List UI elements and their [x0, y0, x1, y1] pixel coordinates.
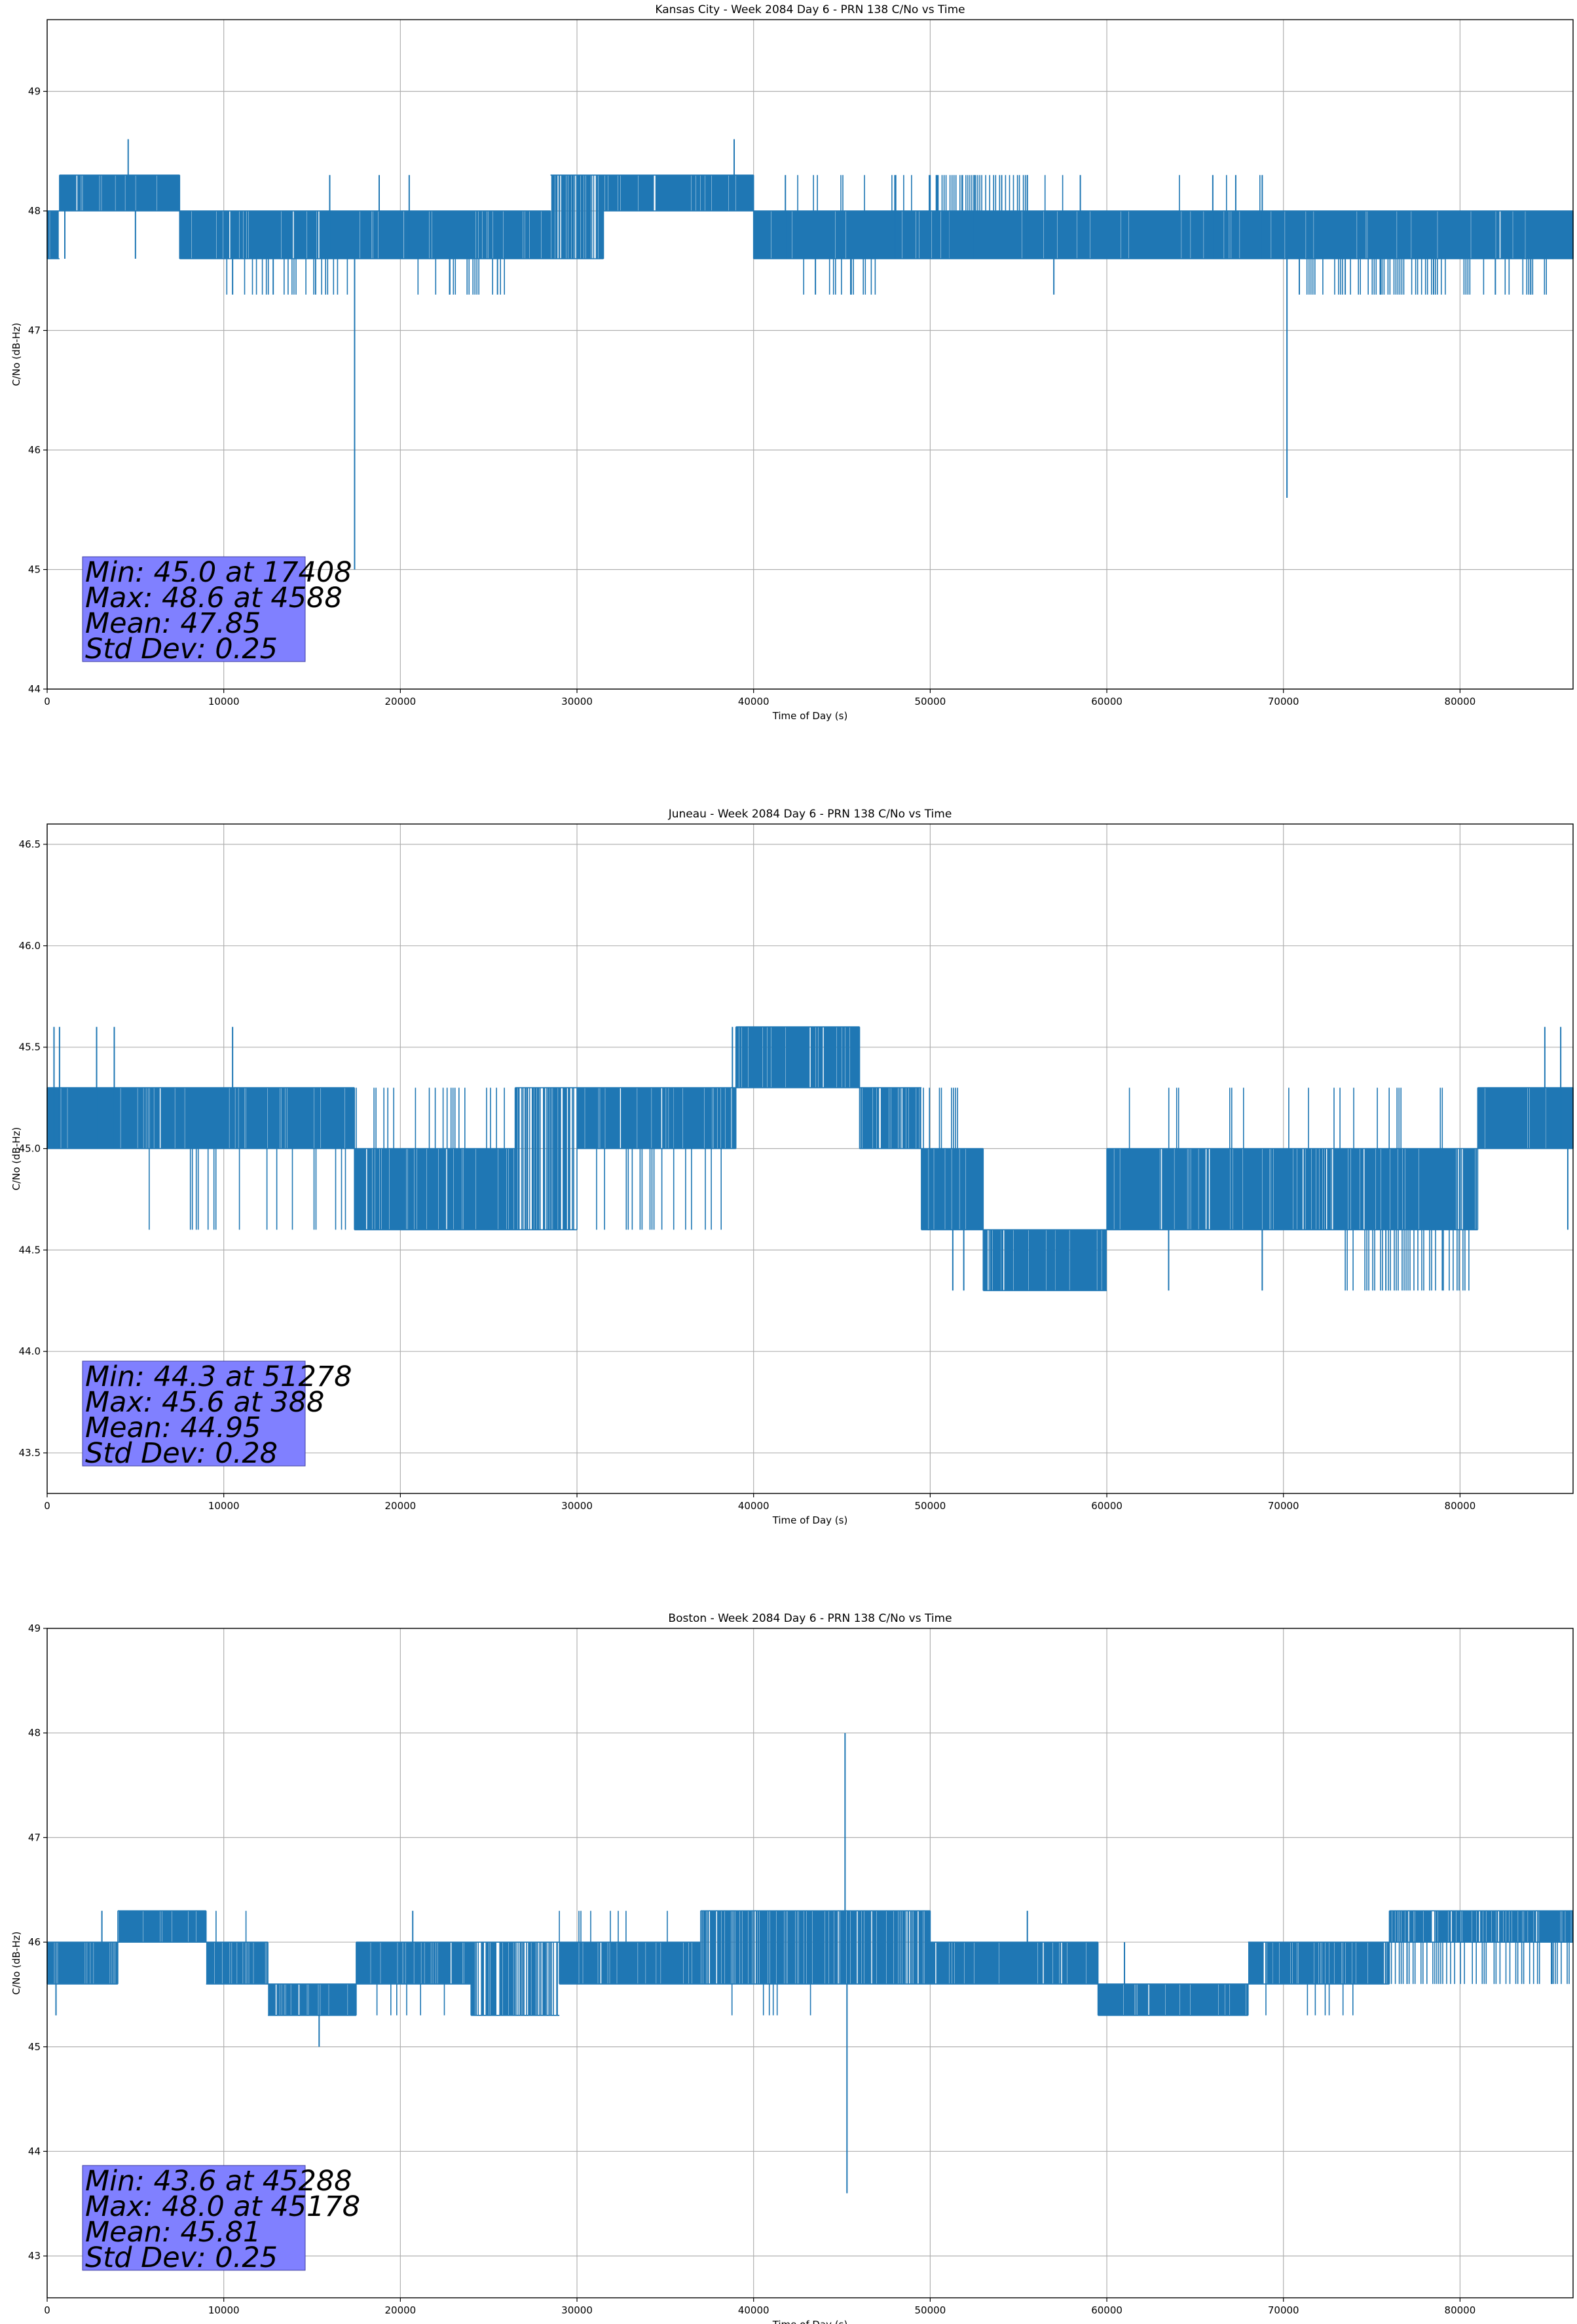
series-line: [46, 1026, 1574, 1292]
stats-box: [82, 2165, 306, 2271]
x-tick-label: 40000: [738, 1500, 770, 1512]
x-tick-label: 20000: [384, 2304, 416, 2316]
x-axis-label: Time of Day (s): [772, 710, 848, 722]
y-tick-label: 45: [28, 564, 41, 576]
x-axis-label: Time of Day (s): [772, 1514, 848, 1526]
x-tick-label: 20000: [384, 1500, 416, 1512]
y-tick-label: 46: [28, 1936, 41, 1948]
axes-frame: [46, 19, 1574, 690]
y-tick-label: 48: [28, 205, 41, 217]
chart-1: 0 10000 20000 30000 40000 50000 60000 70000 8000…: [10, 808, 1574, 1526]
y-axis-label: C/No (dB-Hz): [10, 1127, 22, 1191]
stats-line: Min: 43.6 at 45288: [85, 2165, 352, 2198]
y-tick-label: 45.0: [19, 1143, 41, 1155]
stats-line: Mean: 44.95: [85, 1412, 261, 1444]
x-tick-label: 60000: [1091, 2304, 1122, 2316]
stats-line: Min: 45.0 at 17408: [85, 556, 352, 589]
stats-line: Std Dev: 0.25: [85, 633, 278, 665]
stats-line: Mean: 45.81: [85, 2216, 261, 2249]
chart-2: 0 10000 20000 30000 40000 50000 60000 70000 8000…: [10, 1612, 1574, 2324]
x-tick-label: 50000: [915, 696, 946, 707]
stats-line: Max: 48.6 at 4588: [85, 582, 343, 614]
x-tick-label: 80000: [1445, 696, 1476, 707]
chart-title: Boston - Week 2084 Day 6 - PRN 138 C/No …: [668, 1612, 952, 1625]
y-tick-label: 47: [28, 1831, 41, 1843]
x-tick-label: 80000: [1445, 1500, 1476, 1512]
x-tick-label: 50000: [915, 1500, 946, 1512]
x-tick-label: 30000: [561, 696, 593, 707]
x-tick-label: 40000: [738, 2304, 770, 2316]
y-axis-label: C/No (dB-Hz): [10, 323, 22, 386]
y-tick-label: 47: [28, 325, 41, 337]
stats-line: Min: 44.3 at 51278: [85, 1360, 352, 1393]
x-tick-label: 60000: [1091, 696, 1122, 707]
y-tick-label: 46.5: [19, 838, 41, 850]
x-tick-label: 20000: [384, 696, 416, 707]
stats-line: Std Dev: 0.25: [85, 2241, 278, 2274]
x-tick-label: 10000: [208, 696, 240, 707]
x-tick-label: 60000: [1091, 1500, 1122, 1512]
stats-box: [82, 556, 306, 662]
y-tick-label: 44: [28, 683, 41, 695]
axes-frame: [46, 823, 1574, 1494]
x-tick-label: 50000: [915, 2304, 946, 2316]
x-tick-label: 30000: [561, 1500, 593, 1512]
y-axis-label: C/No (dB-Hz): [10, 1932, 22, 1995]
x-tick-label: 10000: [208, 1500, 240, 1512]
y-tick-label: 49: [28, 86, 41, 98]
x-tick-label: 0: [44, 2304, 50, 2316]
y-tick-label: 43: [28, 2250, 41, 2262]
stats-line: Max: 45.6 at 388: [85, 1386, 324, 1419]
y-tick-label: 44: [28, 2145, 41, 2157]
stats-box: [82, 1360, 306, 1467]
x-tick-label: 80000: [1445, 2304, 1476, 2316]
y-tick-label: 48: [28, 1727, 41, 1739]
chart-0: 0 10000 20000 30000 40000 50000 60000 70000 8000…: [10, 3, 1574, 722]
y-tick-label: 44.0: [19, 1345, 41, 1357]
x-tick-label: 10000: [208, 2304, 240, 2316]
x-tick-label: 30000: [561, 2304, 593, 2316]
y-tick-label: 45: [28, 2041, 41, 2053]
chart-title: Kansas City - Week 2084 Day 6 - PRN 138 …: [655, 3, 965, 16]
x-tick-label: 70000: [1268, 696, 1299, 707]
axes-frame: [46, 1628, 1574, 2298]
x-tick-label: 0: [44, 1500, 50, 1512]
y-tick-label: 45.5: [19, 1041, 41, 1053]
x-tick-label: 40000: [738, 696, 770, 707]
x-tick-label: 70000: [1268, 2304, 1299, 2316]
y-tick-label: 43.5: [19, 1447, 41, 1459]
stats-line: Std Dev: 0.28: [85, 1437, 278, 1470]
x-tick-label: 70000: [1268, 1500, 1299, 1512]
chart-title: Juneau - Week 2084 Day 6 - PRN 138 C/No …: [668, 808, 952, 821]
y-tick-label: 49: [28, 1622, 41, 1634]
y-tick-label: 46: [28, 444, 41, 456]
stats-line: Max: 48.0 at 45178: [85, 2190, 360, 2223]
stats-line: Mean: 47.85: [85, 607, 261, 640]
y-tick-label: 44.5: [19, 1244, 41, 1256]
x-tick-label: 0: [44, 696, 50, 707]
y-tick-label: 46.0: [19, 940, 41, 952]
x-axis-label: Time of Day (s): [772, 2319, 848, 2324]
